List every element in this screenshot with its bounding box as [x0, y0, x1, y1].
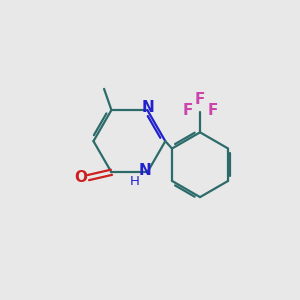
Text: N: N	[139, 163, 152, 178]
Text: F: F	[182, 103, 193, 118]
Text: N: N	[142, 100, 155, 115]
Text: O: O	[75, 170, 88, 185]
Text: H: H	[130, 175, 140, 188]
Text: F: F	[207, 103, 218, 118]
Text: F: F	[195, 92, 205, 107]
